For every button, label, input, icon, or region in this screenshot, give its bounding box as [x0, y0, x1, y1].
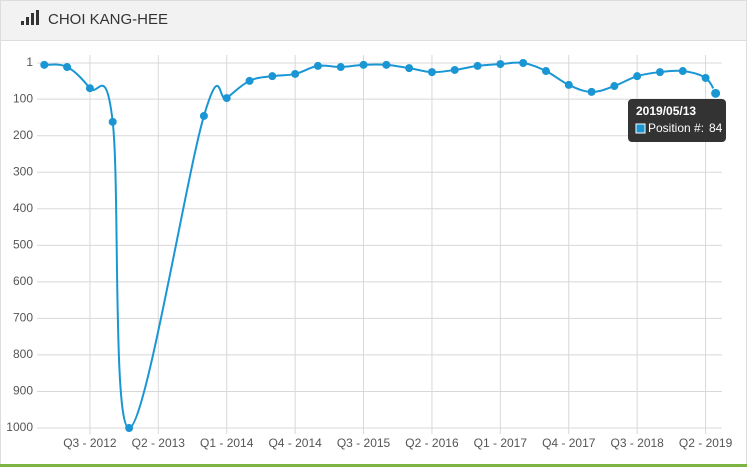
bottom-accent	[0, 464, 747, 467]
point	[268, 72, 277, 81]
point	[564, 80, 573, 89]
point	[313, 61, 322, 70]
header	[0, 0, 747, 41]
point	[473, 61, 482, 70]
point	[63, 63, 72, 72]
x-tick-label: Q3 - 2015	[337, 436, 391, 450]
point	[359, 60, 368, 69]
point	[222, 94, 231, 103]
tooltip-swatch	[635, 123, 646, 134]
point	[199, 111, 208, 120]
x-tick-label: Q4 - 2017	[542, 436, 596, 450]
y-tick-label: 700	[13, 311, 33, 325]
point	[701, 73, 710, 82]
point	[655, 68, 664, 77]
point	[633, 72, 642, 81]
point	[610, 82, 619, 91]
point	[587, 87, 596, 96]
tooltip-date: 2019/05/13	[636, 104, 696, 118]
point	[519, 59, 528, 67]
chart-title: CHOI KANG-HEE	[48, 11, 168, 28]
point	[678, 67, 687, 76]
point	[405, 64, 414, 73]
y-tick-label: 300	[13, 164, 33, 178]
x-tick-label: Q3 - 2018	[610, 436, 664, 450]
y-tick-label: 100	[13, 91, 33, 105]
point	[450, 65, 459, 74]
x-tick-label: Q2 - 2019	[679, 436, 733, 450]
point	[108, 117, 117, 126]
point	[40, 60, 49, 69]
tooltip: 2019/05/13 Position #: 84	[628, 99, 726, 142]
point	[710, 87, 722, 99]
x-tick-label: Q2 - 2016	[405, 436, 459, 450]
y-tick-label: 1	[26, 55, 33, 69]
point	[382, 60, 391, 69]
y-tick-label: 500	[13, 237, 33, 251]
x-tick-label: Q1 - 2014	[200, 436, 254, 450]
tooltip-box	[628, 99, 726, 142]
point	[245, 76, 254, 85]
point	[85, 84, 94, 93]
point	[541, 67, 550, 76]
y-tick-label: 600	[13, 274, 33, 288]
x-tick-label: Q4 - 2014	[268, 436, 322, 450]
y-tick-label: 900	[13, 384, 33, 398]
point	[291, 69, 300, 78]
x-tick-label: Q3 - 2012	[63, 436, 117, 450]
point	[427, 68, 436, 77]
x-tick-label: Q1 - 2017	[474, 436, 528, 450]
chart-icon	[21, 10, 39, 25]
tooltip-label: Position #:	[648, 121, 704, 135]
y-tick-label: 800	[13, 347, 33, 361]
y-tick-label: 400	[13, 201, 33, 215]
point	[336, 63, 345, 72]
x-tick-label: Q2 - 2013	[132, 436, 186, 450]
point	[125, 424, 134, 432]
tooltip-value: 84	[709, 121, 723, 135]
y-tick-label: 1000	[6, 420, 33, 434]
point	[496, 60, 505, 69]
y-tick-label: 200	[13, 128, 33, 142]
